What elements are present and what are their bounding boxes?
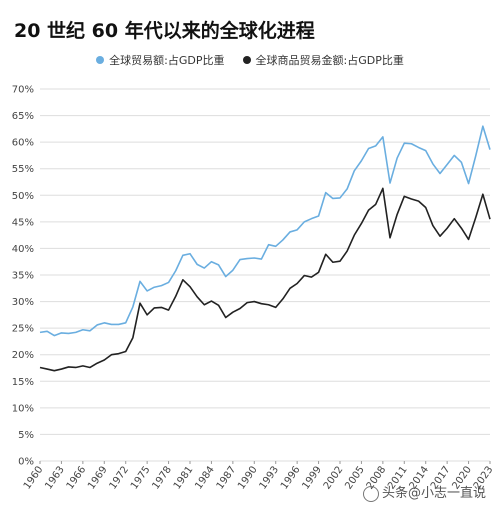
series-line-trade [39,125,491,337]
x-tick-label: 1987 [215,464,239,491]
chart-legend: 全球贸易额:占GDP比重 全球商品贸易金额:占GDP比重 [0,52,500,68]
chart-title: 20 世纪 60 年代以来的全球化进程 [14,20,315,42]
x-tick-label: 1996 [279,464,303,491]
x-tick-label: 1999 [300,464,324,491]
legend-item-goods: 全球商品贸易金额:占GDP比重 [242,52,404,68]
x-tick-label: 1984 [193,464,217,491]
y-tick-label: 0% [18,457,34,468]
legend-marker-goods [242,56,251,64]
series-lines [39,125,491,372]
x-tick-label: 1972 [108,464,132,491]
y-tick-label: 10% [12,403,34,414]
x-tick-label: 1990 [236,464,260,491]
legend-label-goods: 全球商品贸易金额:占GDP比重 [255,54,404,67]
x-tick-label: 1969 [86,464,110,491]
x-tick-label: 1963 [43,464,67,491]
y-tick-label: 45% [12,217,34,228]
series-line-goods [39,187,491,372]
grid-lines [40,88,490,462]
y-tick-label: 5% [18,430,34,441]
legend-item-trade: 全球贸易额:占GDP比重 [96,52,225,68]
y-tick-label: 70% [12,85,34,96]
y-tick-label: 40% [12,244,34,255]
watermark-text: 头条@小志一直说 [381,486,486,501]
y-tick-label: 60% [12,138,34,149]
y-tick-label: 20% [12,350,34,361]
x-tick-label: 1978 [150,464,174,491]
legend-label-trade: 全球贸易额:占GDP比重 [109,54,225,67]
x-tick-label: 1993 [258,464,282,491]
x-tick-label: 2002 [322,464,346,491]
legend-marker-trade [96,56,105,64]
y-axis-tick-labels: 0% 5% 10% 15% 20% 25% 30% 35% 40% 45% 50% 55% 60% 65%… [12,85,34,468]
x-tick-label: 1966 [65,464,89,491]
y-tick-label: 15% [12,377,34,388]
x-tick-label: 1981 [172,464,196,491]
y-tick-label: 30% [12,297,34,308]
watermark: 头条@小志一直说 [362,482,486,502]
y-tick-label: 55% [12,164,34,175]
y-tick-label: 65% [12,111,34,122]
y-tick-label: 25% [12,324,34,335]
y-tick-label: 35% [12,271,34,282]
y-tick-label: 50% [12,191,34,202]
watermark-logo-icon [362,485,379,502]
x-tick-label: 1975 [129,464,153,491]
x-tick-label: 1960 [22,464,46,491]
